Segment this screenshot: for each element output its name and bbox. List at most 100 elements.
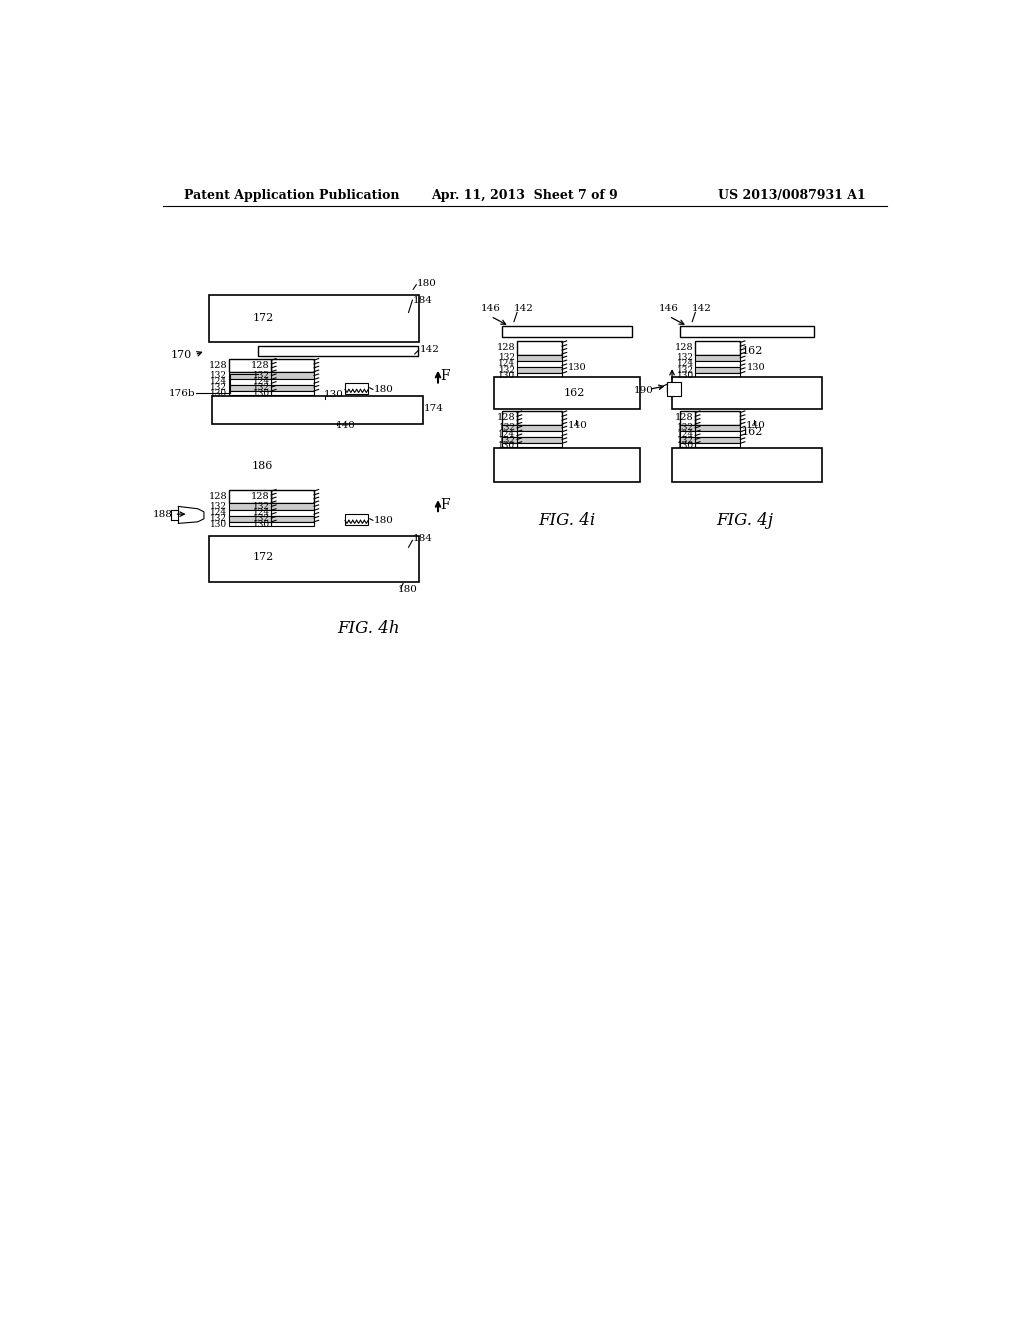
Text: 124: 124: [677, 429, 693, 438]
Text: 128: 128: [497, 413, 515, 422]
Bar: [494, 378, 640, 409]
Text: 132: 132: [253, 383, 270, 392]
Text: 142: 142: [514, 304, 534, 313]
Bar: [680, 444, 695, 447]
Text: 130: 130: [210, 389, 227, 397]
Bar: [695, 374, 740, 378]
Bar: [668, 381, 681, 396]
Text: 130: 130: [253, 520, 270, 528]
Text: 132: 132: [499, 354, 515, 362]
Bar: [672, 447, 821, 482]
Text: 132: 132: [253, 515, 270, 523]
Text: 188: 188: [153, 510, 173, 519]
Bar: [517, 411, 562, 425]
Bar: [271, 516, 314, 521]
Bar: [228, 359, 271, 372]
Bar: [517, 444, 562, 447]
Text: 124: 124: [210, 508, 227, 517]
Bar: [517, 355, 562, 360]
Text: 130: 130: [568, 363, 587, 372]
Text: 180: 180: [374, 385, 393, 393]
Text: 132: 132: [677, 436, 693, 445]
Text: 130: 130: [499, 371, 515, 380]
Bar: [695, 437, 740, 444]
Text: 132: 132: [499, 366, 515, 375]
Text: 130: 130: [253, 389, 270, 397]
Text: 124: 124: [210, 378, 227, 387]
Bar: [271, 391, 314, 395]
Text: F: F: [440, 498, 450, 512]
Bar: [517, 367, 562, 374]
Text: 140: 140: [567, 421, 588, 430]
Text: 180: 180: [417, 279, 436, 288]
Bar: [502, 425, 517, 430]
Bar: [271, 359, 314, 372]
Text: 132: 132: [210, 502, 227, 511]
Text: 180: 180: [374, 516, 393, 525]
Text: 130: 130: [746, 363, 765, 372]
Bar: [228, 379, 271, 385]
Text: 130: 130: [677, 441, 693, 450]
Bar: [517, 430, 562, 437]
Bar: [517, 360, 562, 367]
Text: 186: 186: [252, 462, 273, 471]
Text: 128: 128: [209, 362, 227, 370]
Text: 132: 132: [210, 383, 227, 392]
Text: 124: 124: [499, 429, 515, 438]
Bar: [271, 490, 314, 503]
Bar: [228, 510, 271, 516]
Bar: [228, 372, 271, 379]
Bar: [502, 326, 632, 337]
Text: 162: 162: [563, 388, 585, 399]
Bar: [680, 411, 695, 425]
Text: 128: 128: [251, 492, 270, 500]
Bar: [209, 296, 419, 342]
Text: 146: 146: [480, 304, 501, 313]
Bar: [228, 503, 271, 510]
Text: 184: 184: [414, 296, 433, 305]
Bar: [695, 425, 740, 430]
Bar: [228, 516, 271, 521]
Bar: [271, 385, 314, 391]
Bar: [271, 372, 314, 379]
Bar: [209, 536, 419, 582]
Bar: [502, 411, 517, 425]
Text: 130: 130: [677, 371, 693, 380]
Text: 124: 124: [499, 359, 515, 368]
Text: 128: 128: [675, 413, 693, 422]
Bar: [517, 437, 562, 444]
Bar: [494, 447, 640, 482]
Text: 146: 146: [658, 304, 679, 313]
Bar: [680, 437, 695, 444]
Text: 190: 190: [633, 387, 653, 396]
Bar: [517, 374, 562, 378]
Text: 128: 128: [209, 492, 227, 500]
Text: 124: 124: [677, 359, 693, 368]
Bar: [695, 430, 740, 437]
Text: FIG. 4j: FIG. 4j: [717, 512, 773, 529]
Bar: [502, 437, 517, 444]
Bar: [680, 326, 814, 337]
Bar: [517, 341, 562, 355]
Text: 130: 130: [499, 441, 515, 450]
Text: 162: 162: [741, 346, 763, 356]
Text: FIG. 4h: FIG. 4h: [337, 619, 399, 636]
Bar: [271, 510, 314, 516]
Bar: [695, 367, 740, 374]
Bar: [680, 430, 695, 437]
Bar: [345, 515, 369, 525]
Text: 184: 184: [414, 535, 433, 544]
Bar: [271, 521, 314, 525]
Bar: [271, 503, 314, 510]
Text: 142: 142: [692, 304, 712, 313]
Text: 132: 132: [210, 371, 227, 380]
Bar: [695, 444, 740, 447]
Bar: [212, 396, 423, 424]
Text: 132: 132: [253, 371, 270, 380]
Text: 176b: 176b: [169, 389, 196, 397]
Bar: [228, 391, 271, 395]
Text: 140: 140: [745, 421, 766, 430]
Text: 170: 170: [170, 350, 191, 360]
Text: 130: 130: [210, 520, 227, 528]
Text: 162: 162: [741, 426, 763, 437]
